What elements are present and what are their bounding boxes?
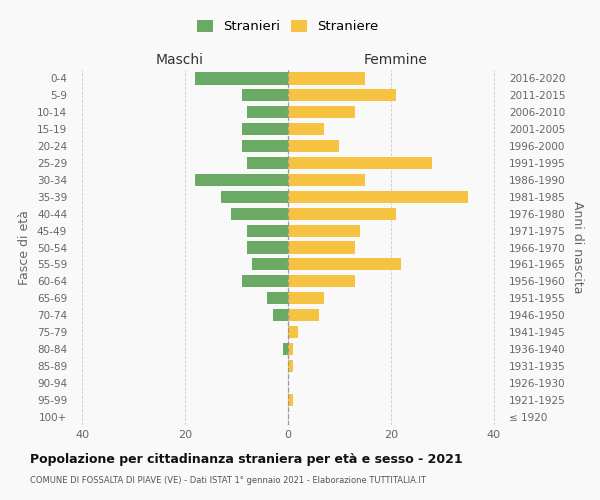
Bar xyxy=(288,343,293,355)
Bar xyxy=(232,208,288,220)
Y-axis label: Anni di nascita: Anni di nascita xyxy=(571,201,584,294)
Bar xyxy=(288,258,401,270)
Bar xyxy=(288,275,355,287)
Bar xyxy=(196,72,288,85)
Bar xyxy=(288,242,355,254)
Bar xyxy=(288,309,319,321)
Bar xyxy=(242,140,288,152)
Bar xyxy=(288,326,298,338)
Legend: Stranieri, Straniere: Stranieri, Straniere xyxy=(197,20,379,33)
Bar xyxy=(288,174,365,186)
Text: Popolazione per cittadinanza straniera per età e sesso - 2021: Popolazione per cittadinanza straniera p… xyxy=(30,452,463,466)
Bar xyxy=(252,258,288,270)
Bar xyxy=(196,174,288,186)
Bar xyxy=(288,190,468,203)
Bar xyxy=(288,106,355,118)
Text: COMUNE DI FOSSALTA DI PIAVE (VE) - Dati ISTAT 1° gennaio 2021 - Elaborazione TUT: COMUNE DI FOSSALTA DI PIAVE (VE) - Dati … xyxy=(30,476,426,485)
Bar xyxy=(247,224,288,236)
Bar xyxy=(283,343,288,355)
Bar xyxy=(247,106,288,118)
Bar xyxy=(221,190,288,203)
Bar xyxy=(288,292,324,304)
Bar xyxy=(268,292,288,304)
Bar xyxy=(288,157,432,169)
Bar xyxy=(242,123,288,136)
Bar xyxy=(288,208,396,220)
Y-axis label: Fasce di età: Fasce di età xyxy=(19,210,31,285)
Bar xyxy=(288,140,340,152)
Bar xyxy=(288,394,293,406)
Bar xyxy=(242,90,288,102)
Text: Femmine: Femmine xyxy=(364,52,428,66)
Bar xyxy=(288,360,293,372)
Bar xyxy=(247,157,288,169)
Bar xyxy=(247,242,288,254)
Bar xyxy=(288,224,360,236)
Bar xyxy=(242,275,288,287)
Bar xyxy=(272,309,288,321)
Bar xyxy=(288,123,324,136)
Text: Maschi: Maschi xyxy=(156,52,204,66)
Bar xyxy=(288,72,365,85)
Bar xyxy=(288,90,396,102)
